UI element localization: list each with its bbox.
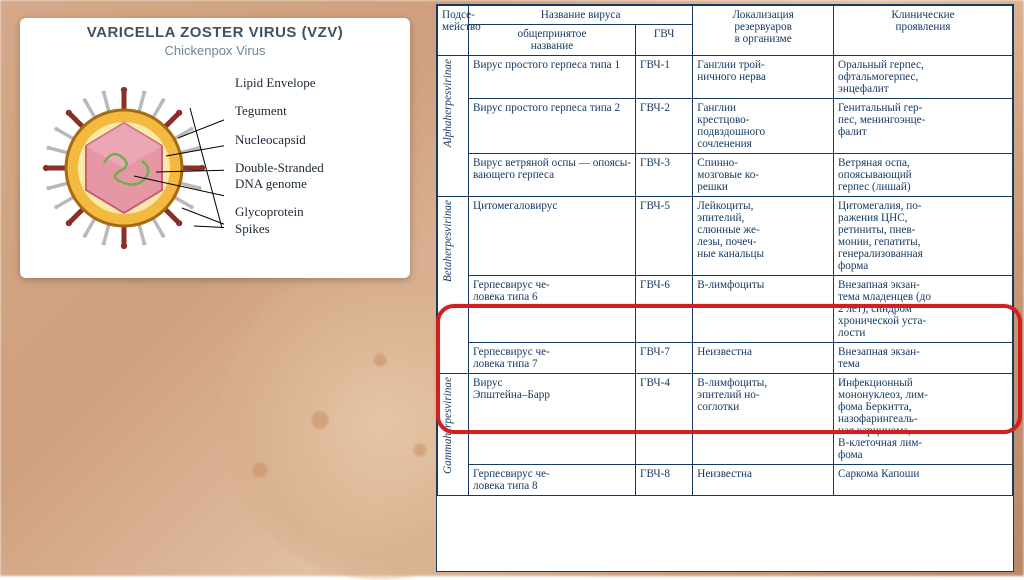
th-name-group: Название вируса bbox=[469, 6, 693, 25]
cell: Неизвестна bbox=[693, 343, 834, 374]
cell: Вирус простого герпеса типа 1 bbox=[469, 56, 636, 99]
card-title: VARICELLA ZOSTER VIRUS (VZV) bbox=[20, 24, 410, 41]
label-glyco2: Spikes bbox=[235, 222, 324, 236]
cell: Саркома Капоши bbox=[834, 465, 1013, 496]
table-row: AlphaherpesvirinaeВирус простого герпеса… bbox=[438, 56, 1013, 99]
virus-diagram-card: VARICELLA ZOSTER VIRUS (VZV) Chickenpox … bbox=[20, 18, 410, 278]
cell: ГВЧ-8 bbox=[636, 465, 693, 496]
cell: ГВЧ-3 bbox=[636, 154, 693, 197]
table-row: Герпесвирус че-ловека типа 7ГВЧ-7Неизвес… bbox=[438, 343, 1013, 374]
cell: Ганглиикрестцово-подвздошногосочленения bbox=[693, 99, 834, 154]
cell: Ганглии трой-ничного нерва bbox=[693, 56, 834, 99]
herpes-table-container: Подсе-мейство Название вируса Локализаци… bbox=[436, 4, 1014, 572]
label-lipid: Lipid Envelope bbox=[235, 76, 324, 90]
cell: Герпесвирус че-ловека типа 6 bbox=[469, 276, 636, 343]
label-dna1: Double-Stranded bbox=[235, 161, 324, 175]
table-row: Вирус простого герпеса типа 2ГВЧ-2Гангли… bbox=[438, 99, 1013, 154]
cell: Вирус ветряной оспы — опоясы-вающего гер… bbox=[469, 154, 636, 197]
cell: ГВЧ-5 bbox=[636, 197, 693, 276]
th-subfamily: Подсе-мейство bbox=[438, 6, 469, 56]
cell: Инфекционныймононуклеоз, лим-фома Беркит… bbox=[834, 374, 1013, 465]
cell: Неизвестна bbox=[693, 465, 834, 496]
cell: Вирус простого герпеса типа 2 bbox=[469, 99, 636, 154]
subfamily-cell: Betaherpesvirinae bbox=[438, 197, 469, 374]
table-row: Герпесвирус че-ловека типа 8ГВЧ-8Неизвес… bbox=[438, 465, 1013, 496]
virus-svg bbox=[34, 68, 224, 268]
th-hhv: ГВЧ bbox=[636, 25, 693, 56]
cell: В-лимфоциты bbox=[693, 276, 834, 343]
cell: ГВЧ-4 bbox=[636, 374, 693, 465]
th-loc: Локализациярезервуаровв организме bbox=[693, 6, 834, 56]
table-row: BetaherpesvirinaeЦитомегаловирусГВЧ-5Лей… bbox=[438, 197, 1013, 276]
th-common: общепринятоеназвание bbox=[469, 25, 636, 56]
cell: ГВЧ-6 bbox=[636, 276, 693, 343]
cell: Лейкоциты,эпителий,слюнные же-лезы, поче… bbox=[693, 197, 834, 276]
herpes-table: Подсе-мейство Название вируса Локализаци… bbox=[437, 5, 1013, 496]
cell: Цитомегалия, по-ражения ЦНС,ретиниты, пн… bbox=[834, 197, 1013, 276]
cell: Ветряная оспа,опоясывающийгерпес (лишай) bbox=[834, 154, 1013, 197]
cell: В-лимфоциты,эпителий но-соглотки bbox=[693, 374, 834, 465]
table-row: Герпесвирус че-ловека типа 6ГВЧ-6В-лимфо… bbox=[438, 276, 1013, 343]
table-row: GammaherpesvirinaeВирусЭпштейна–БаррГВЧ-… bbox=[438, 374, 1013, 465]
cell: ВирусЭпштейна–Барр bbox=[469, 374, 636, 465]
cell: Герпесвирус че-ловека типа 7 bbox=[469, 343, 636, 374]
card-subtitle: Chickenpox Virus bbox=[20, 43, 410, 58]
cell: Герпесвирус че-ловека типа 8 bbox=[469, 465, 636, 496]
table-row: Вирус ветряной оспы — опоясы-вающего гер… bbox=[438, 154, 1013, 197]
label-tegument: Tegument bbox=[235, 104, 324, 118]
cell: Генитальный гер-пес, менингоэнце-фалит bbox=[834, 99, 1013, 154]
cell: ГВЧ-1 bbox=[636, 56, 693, 99]
cell: Спинно-мозговые ко-решки bbox=[693, 154, 834, 197]
subfamily-cell: Gammaherpesvirinae bbox=[438, 374, 469, 496]
diagram-labels: Lipid Envelope Tegument Nucleocapsid Dou… bbox=[235, 76, 324, 250]
subfamily-cell: Alphaherpesvirinae bbox=[438, 56, 469, 197]
cell: Внезапная экзан-тема младенцев (до2 лет)… bbox=[834, 276, 1013, 343]
cell: Внезапная экзан-тема bbox=[834, 343, 1013, 374]
cell: ГВЧ-2 bbox=[636, 99, 693, 154]
cell: Оральный герпес,офтальмогерпес,энцефалит bbox=[834, 56, 1013, 99]
cell: Цитомегаловирус bbox=[469, 197, 636, 276]
label-nucleocapsid: Nucleocapsid bbox=[235, 133, 324, 147]
cell: ГВЧ-7 bbox=[636, 343, 693, 374]
label-dna2: DNA genome bbox=[235, 177, 324, 191]
th-clin: Клиническиепроявления bbox=[834, 6, 1013, 56]
label-glyco1: Glycoprotein bbox=[235, 205, 324, 219]
